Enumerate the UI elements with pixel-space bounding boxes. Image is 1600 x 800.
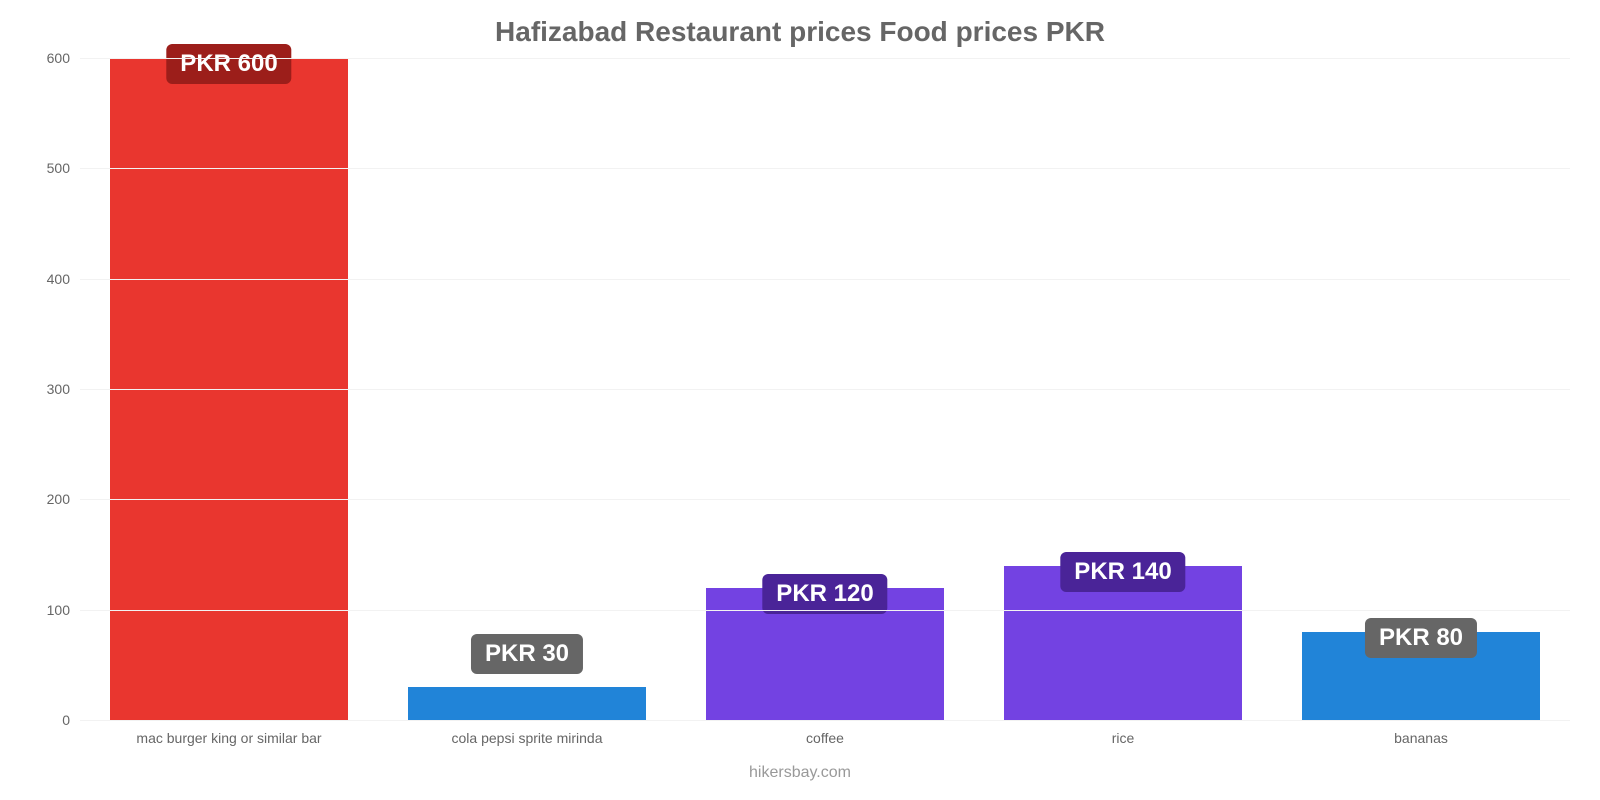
x-tick-label: rice xyxy=(1112,720,1135,746)
grid-line xyxy=(80,720,1570,721)
x-tick-label: cola pepsi sprite mirinda xyxy=(452,720,603,746)
y-tick-label: 600 xyxy=(47,50,80,66)
grid-line xyxy=(80,389,1570,390)
grid-line xyxy=(80,168,1570,169)
y-tick-label: 400 xyxy=(47,271,80,287)
bar xyxy=(408,687,646,720)
chart-title: Hafizabad Restaurant prices Food prices … xyxy=(0,0,1600,48)
x-tick-label: coffee xyxy=(806,720,844,746)
chart-footer: hikersbay.com xyxy=(0,764,1600,782)
value-badge: PKR 140 xyxy=(1060,552,1185,592)
grid-line xyxy=(80,279,1570,280)
grid-line xyxy=(80,610,1570,611)
value-badge: PKR 600 xyxy=(166,44,291,84)
y-tick-label: 0 xyxy=(62,712,80,728)
y-tick-label: 200 xyxy=(47,491,80,507)
y-tick-label: 100 xyxy=(47,602,80,618)
plot-area: mac burger king or similar barPKR 600col… xyxy=(80,58,1570,720)
grid-line xyxy=(80,499,1570,500)
y-tick-label: 300 xyxy=(47,381,80,397)
grid-line xyxy=(80,58,1570,59)
bar-chart: Hafizabad Restaurant prices Food prices … xyxy=(0,0,1600,800)
value-badge: PKR 120 xyxy=(762,574,887,614)
x-tick-label: mac burger king or similar bar xyxy=(136,720,321,746)
value-badge: PKR 80 xyxy=(1365,618,1477,658)
x-tick-label: bananas xyxy=(1394,720,1448,746)
value-badge: PKR 30 xyxy=(471,634,583,674)
y-tick-label: 500 xyxy=(47,160,80,176)
